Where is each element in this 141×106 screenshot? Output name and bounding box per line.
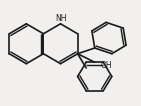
Text: NH: NH bbox=[55, 14, 66, 23]
Text: OH: OH bbox=[100, 61, 112, 70]
